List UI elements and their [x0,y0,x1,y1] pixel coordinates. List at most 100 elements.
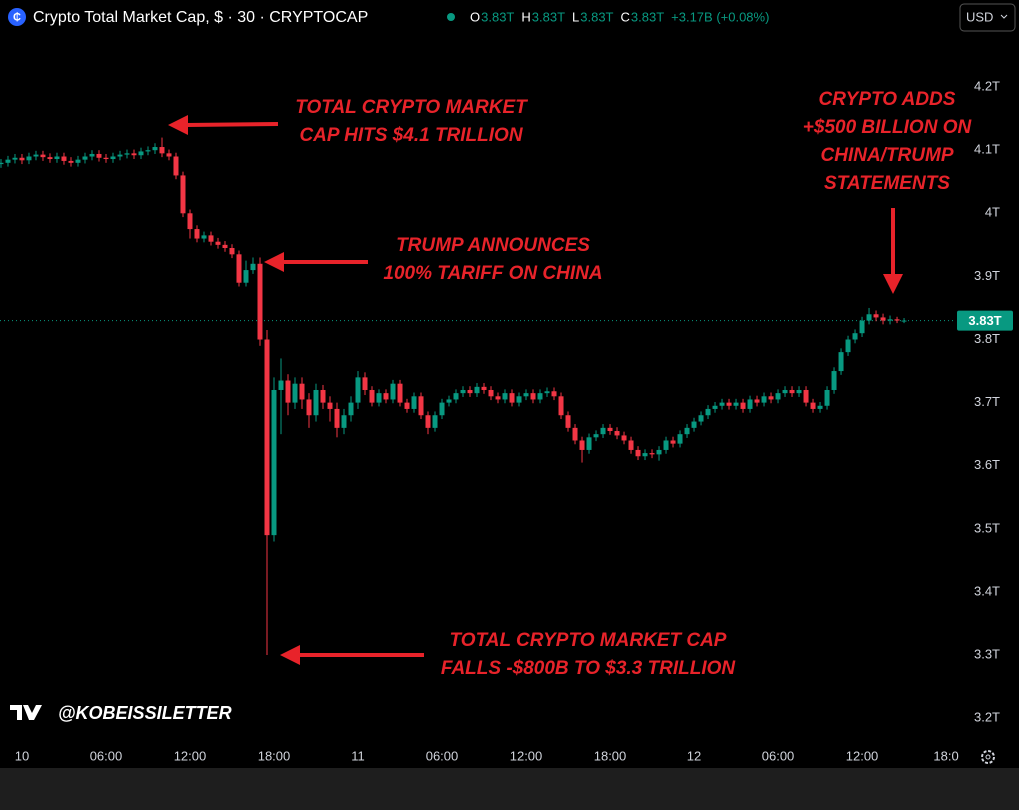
symbol-icon [8,8,26,26]
y-tick-label: 3.7T [974,394,1000,409]
candle-body [166,153,172,157]
candle-body [54,156,60,160]
candle-body [264,339,270,536]
candle-body [831,371,837,390]
candle-body [250,263,256,271]
currency-caret [1000,14,1008,19]
candle-body [5,159,11,163]
y-tick-label: 3.8T [974,331,1000,346]
candle-body [845,339,851,353]
annotation-arrows [168,115,903,665]
candle-body [516,396,522,403]
candle-body [502,393,508,400]
last-price-box [957,310,1013,331]
candle-body [110,156,116,160]
annotation-text: TOTAL CRYPTO MARKET [295,97,528,118]
ohlc-value: 3.83T [631,9,664,24]
candle-body [376,393,382,403]
candle-body [334,408,340,428]
candle-body [117,154,123,157]
candle-body [327,402,333,409]
currency-label[interactable]: USD [966,9,993,24]
candle-body [138,151,144,156]
ohlc-legend: O 3.83T H 3.83T L 3.83T C 3.83T +3.17B (+0.08%) [470,9,769,24]
candle-body [670,440,676,444]
candle-body [705,408,711,416]
candle-body [439,402,445,416]
candle-body [488,389,494,397]
y-tick-label: 3.6T [974,457,1000,472]
candle-body [19,157,25,161]
candle-body [152,147,158,151]
candle-body [180,175,186,214]
candle-body [145,150,151,152]
candle-body [89,153,95,157]
candle-body [614,431,620,436]
annotation-text: CRYPTO ADDS [819,89,956,110]
y-tick-label: 4.2T [974,79,1000,94]
x-tick-label: 12:00 [174,748,207,763]
candle-body [26,156,32,161]
candle-body [12,157,18,160]
candle-body [404,402,410,409]
x-tick-label: 18:00 [258,748,291,763]
candle-body [810,402,816,409]
candle-body [789,389,795,394]
candle-body [411,396,417,409]
candle-body [453,393,459,400]
candle-body [691,421,697,428]
candle-body [96,153,102,158]
candle-body [754,399,760,403]
candle-body [103,157,109,160]
ohlc-key: H [521,9,530,24]
candle-body [873,314,879,318]
candle-body [537,393,543,400]
candle-body [775,393,781,400]
candle-body [348,402,354,416]
candle-body [306,399,312,416]
candle-body [768,396,774,400]
symbol-icon-glyph: ₵ [13,11,21,23]
ohlc-value: 3.83T [481,9,514,24]
y-tick-label: 4.1T [974,142,1000,157]
candle-body [82,156,88,160]
candle-body [320,389,326,403]
candle-body [124,153,130,155]
candle-body [215,241,221,245]
candle-body [61,156,67,161]
currency-button[interactable] [959,3,1016,32]
y-tick-label: 4T [985,205,1000,220]
candle-body [467,389,473,394]
candle-body [698,415,704,422]
candle-body [712,405,718,409]
y-tick-label: 3.5T [974,520,1000,535]
y-tick-label: 3.4T [974,583,1000,598]
candle-body [236,254,242,283]
header-title: Crypto Total Market Cap, $ · 30 · CRYPTO… [33,9,368,26]
settings-icon[interactable] [981,750,995,764]
annotation-text: CAP HITS $4.1 TRILLION [299,125,523,146]
candle-body [817,405,823,409]
x-tick-label: 12:00 [510,748,543,763]
candle-body [586,437,592,450]
candle-body [796,389,802,394]
candle-body [222,244,228,249]
last-price-label: 3.83T [968,313,1001,328]
annotation-text: TOTAL CRYPTO MARKET CAP [450,630,727,651]
candle-body [635,449,641,457]
candle-body [803,389,809,403]
candle-body [355,377,361,403]
annotation-text: FALLS -$800B TO $3.3 TRILLION [441,658,736,679]
candle-body [418,396,424,416]
candle-body [0,162,4,165]
candle-body [425,415,431,428]
candle-body [677,434,683,444]
candle-body [299,383,305,400]
candle-body [362,377,368,390]
x-tick-label: 18:00 [594,748,627,763]
candle-body [866,314,872,321]
candle-body [859,320,865,334]
candle-body [313,389,319,416]
candle-body [341,415,347,428]
